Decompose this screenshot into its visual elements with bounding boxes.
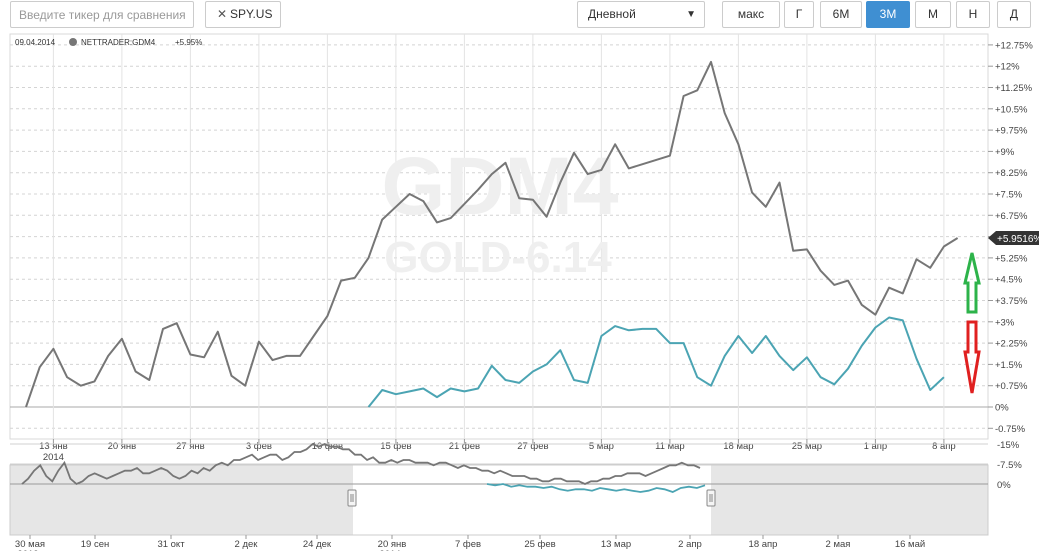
navigator[interactable]: 0% -7.5% -15% 30 мая 19 сен 31 окт 2 дек 24 де… bbox=[0, 440, 1039, 551]
watermark-ticker: GDM4 bbox=[382, 141, 619, 232]
last-value-label: +5.9516% bbox=[997, 234, 1039, 245]
x-tick-label: 21 фев bbox=[449, 441, 480, 452]
y-tick-label: +9.75% bbox=[995, 126, 1028, 137]
watermark: GDM4 GOLD-6.14 bbox=[382, 141, 619, 282]
x-tick-label: 1 апр bbox=[864, 441, 888, 452]
x-tick-label: 20 янв bbox=[108, 441, 137, 452]
x-tick-label: 27 фев bbox=[517, 441, 548, 452]
y-tick-label: +0.75% bbox=[995, 381, 1028, 392]
navigator-x-label: 24 дек bbox=[303, 539, 332, 550]
range-button-3m[interactable]: 3М bbox=[866, 1, 910, 28]
up-arrow-icon bbox=[963, 252, 981, 314]
y-tick-label: +2.25% bbox=[995, 339, 1028, 350]
series-layer bbox=[25, 60, 959, 408]
navigator-x-label: 31 окт bbox=[157, 539, 185, 550]
legend: 09.04.2014 NETTRADER:GDM4 +5.95% bbox=[15, 38, 202, 47]
navigator-x-year: 2014 bbox=[379, 549, 400, 551]
range-button-6m[interactable]: 6М bbox=[820, 1, 862, 28]
navigator-x-label: 16 май bbox=[895, 539, 925, 550]
x-tick-label: 15 фев bbox=[380, 441, 411, 452]
navigator-y-label: -7.5% bbox=[997, 460, 1022, 471]
range-button-month[interactable]: М bbox=[915, 1, 951, 28]
y-tick-label: +3.75% bbox=[995, 296, 1028, 307]
x-tick-label: 18 мар bbox=[723, 441, 753, 452]
x-tick-label: 25 мар bbox=[792, 441, 822, 452]
navigator-line-spy bbox=[486, 483, 706, 493]
y-tick-label: +5.25% bbox=[995, 253, 1028, 264]
navigator-x-label: 7 фев bbox=[455, 539, 481, 550]
y-tick-label: +4.5% bbox=[995, 275, 1023, 286]
compare-ticker-input[interactable] bbox=[10, 1, 194, 28]
y-tick-label: +11.25% bbox=[995, 83, 1033, 94]
range-button-week[interactable]: Н bbox=[956, 1, 990, 28]
navigator-handle-right[interactable] bbox=[706, 489, 716, 507]
navigator-x-year: 2013 bbox=[17, 549, 38, 551]
range-button-max[interactable]: макс bbox=[722, 1, 780, 28]
navigator-x-label: 30 мая bbox=[15, 539, 45, 550]
navigator-x-labels: 30 мая 19 сен 31 окт 2 дек 24 дек 20 янв 7 фев… bbox=[15, 539, 925, 551]
last-value-tag: +5.9516% bbox=[988, 231, 1039, 245]
navigator-x-label: 25 фев bbox=[524, 539, 555, 550]
grid bbox=[10, 34, 993, 444]
range-button-year[interactable]: Г bbox=[784, 1, 814, 28]
range-button-day[interactable]: Д bbox=[997, 1, 1031, 28]
x-tick-label: 5 мар bbox=[589, 441, 614, 452]
navigator-x-label: 2 апр bbox=[678, 539, 702, 550]
y-tick-label: -0.75% bbox=[995, 424, 1026, 435]
navigator-series bbox=[21, 442, 706, 493]
navigator-x-label: 18 апр bbox=[749, 539, 778, 550]
navigator-x-label: 20 янв bbox=[378, 539, 407, 550]
y-tick-label: 0% bbox=[995, 403, 1009, 414]
legend-date: 09.04.2014 bbox=[15, 38, 56, 47]
legend-series: NETTRADER:GDM4 bbox=[81, 38, 156, 47]
navigator-mask-left bbox=[10, 465, 353, 535]
compare-tag[interactable]: ✕ SPY.US bbox=[205, 1, 281, 28]
interval-select[interactable]: Дневной ▼ bbox=[577, 1, 705, 28]
x-tick-year: 2014 bbox=[43, 452, 64, 463]
series-line-gdm4 bbox=[25, 60, 959, 408]
x-tick-label: 3 фев bbox=[246, 441, 272, 452]
remove-tag-icon[interactable]: ✕ bbox=[217, 7, 228, 21]
navigator-frame bbox=[9, 464, 989, 536]
legend-change: +5.95% bbox=[175, 38, 202, 47]
y-axis-labels: +12.75% +12% +11.25% +10.5% +9.75% +9% +8.25% +… bbox=[995, 40, 1033, 434]
interval-value: Дневной bbox=[588, 7, 636, 21]
y-tick-label: +12.75% bbox=[995, 40, 1033, 51]
navigator-mask-right bbox=[711, 465, 988, 535]
price-chart[interactable]: GDM4 GOLD-6.14 +12.75%+12%+11.25%+10.5%+… bbox=[0, 32, 1039, 464]
x-tick-label: 8 апр bbox=[932, 441, 956, 452]
down-arrow-icon bbox=[963, 320, 981, 394]
y-tick-label: +12% bbox=[995, 62, 1020, 73]
y-tick-label: +1.5% bbox=[995, 360, 1023, 371]
y-tick-label: +10.5% bbox=[995, 104, 1028, 115]
series-line-spy bbox=[367, 316, 945, 408]
toolbar: ✕ SPY.US Дневной ▼ макс Г 6М 3М М Н Д bbox=[0, 0, 1039, 32]
y-tick-label: +7.5% bbox=[995, 190, 1023, 201]
watermark-contract: GOLD-6.14 bbox=[384, 233, 612, 282]
compare-tag-label: SPY.US bbox=[230, 7, 273, 21]
navigator-handle-left[interactable] bbox=[347, 489, 357, 507]
navigator-x-label: 19 сен bbox=[81, 539, 110, 550]
navigator-y-label: -15% bbox=[997, 440, 1020, 451]
navigator-x-label: 2 дек bbox=[235, 539, 259, 550]
navigator-x-label: 13 мар bbox=[601, 539, 631, 550]
navigator-y-label: 0% bbox=[997, 480, 1011, 491]
x-tick-label: 11 мар bbox=[655, 441, 685, 452]
x-tick-label: 27 янв bbox=[176, 441, 205, 452]
y-tick-label: +9% bbox=[995, 147, 1015, 158]
navigator-line-gdm4 bbox=[21, 442, 701, 486]
legend-marker bbox=[69, 38, 77, 46]
navigator-y-labels: 0% -7.5% -15% bbox=[997, 440, 1022, 491]
chevron-down-icon: ▼ bbox=[686, 9, 696, 20]
y-tick-label: +8.25% bbox=[995, 168, 1028, 179]
navigator-x-label: 2 мая bbox=[826, 539, 851, 550]
y-tick-label: +3% bbox=[995, 317, 1015, 328]
y-tick-label: +6.75% bbox=[995, 211, 1028, 222]
x-tick-label: 13 янв bbox=[39, 441, 68, 452]
x-tick-label: 10 фев bbox=[312, 441, 343, 452]
